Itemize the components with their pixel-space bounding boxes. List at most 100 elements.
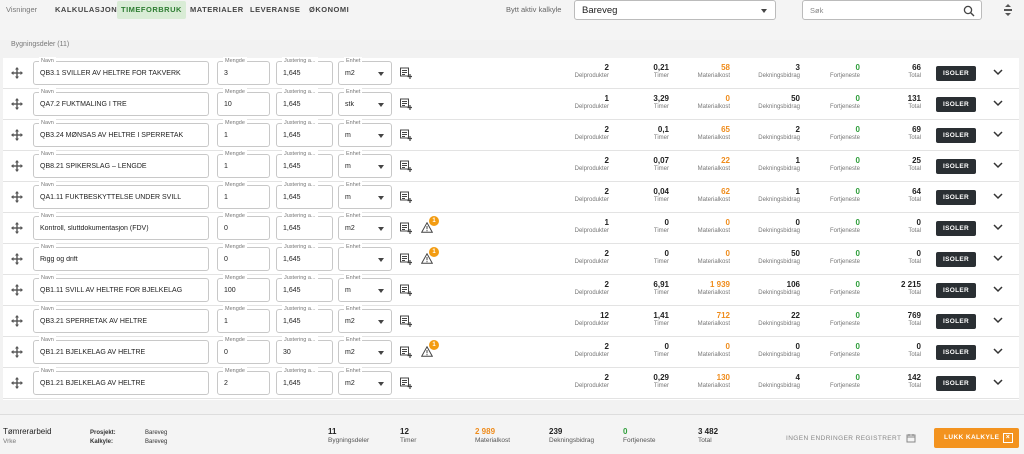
add-note-icon[interactable]: [400, 253, 412, 265]
quantity-field[interactable]: Mengde 0: [217, 336, 270, 364]
warning-icon[interactable]: [421, 253, 433, 264]
add-note-icon[interactable]: [400, 160, 412, 172]
active-calc-select[interactable]: Bareveg: [574, 0, 776, 20]
isolate-button[interactable]: ISOLER: [936, 283, 976, 298]
tab-timeforbruk[interactable]: TIMEFORBRUK: [117, 1, 186, 19]
drag-handle-icon[interactable]: [11, 191, 23, 203]
warning-icon[interactable]: [421, 222, 433, 233]
unit-select[interactable]: Enhet m2: [338, 305, 392, 333]
unit-select[interactable]: Enhet m2: [338, 57, 392, 85]
chevron-down-icon[interactable]: [993, 100, 1003, 107]
adjustment-field[interactable]: Justering a... 1,645: [276, 88, 333, 116]
isolate-button[interactable]: ISOLER: [936, 314, 976, 329]
adjustment-field[interactable]: Justering a... 1,645: [276, 181, 333, 209]
name-field[interactable]: Navn QB3.21 SPERRETAK AV HELTRE: [33, 305, 209, 333]
adjustment-field[interactable]: Justering a... 1,645: [276, 212, 333, 240]
drag-handle-icon[interactable]: [11, 315, 23, 327]
adjustment-field[interactable]: Justering a... 1,645: [276, 243, 333, 271]
chevron-down-icon[interactable]: [993, 69, 1003, 76]
add-note-icon[interactable]: [400, 315, 412, 327]
name-field[interactable]: Navn QB8.21 SPIKERSLAG – LENGDE: [33, 150, 209, 178]
name-field[interactable]: Navn QA7.2 FUKTMÅLING I TRE: [33, 88, 209, 116]
isolate-button[interactable]: ISOLER: [936, 252, 976, 267]
name-field[interactable]: Navn Rigg og drift: [33, 243, 209, 271]
isolate-button[interactable]: ISOLER: [936, 66, 976, 81]
drag-handle-icon[interactable]: [11, 160, 23, 172]
quantity-field[interactable]: Mengde 100: [217, 274, 270, 302]
chevron-down-icon[interactable]: [993, 286, 1003, 293]
add-note-icon[interactable]: [400, 222, 412, 234]
isolate-button[interactable]: ISOLER: [936, 128, 976, 143]
adjustment-field[interactable]: Justering a... 1,645: [276, 305, 333, 333]
isolate-button[interactable]: ISOLER: [936, 190, 976, 205]
name-field[interactable]: Navn QA1.11 FUKTBESKYTTELSE UNDER SVILL: [33, 181, 209, 209]
unit-select[interactable]: Enhet m2: [338, 367, 392, 395]
unit-select[interactable]: Enhet m2: [338, 212, 392, 240]
chevron-down-icon[interactable]: [993, 379, 1003, 386]
warning-icon[interactable]: [421, 346, 433, 357]
drag-handle-icon[interactable]: [11, 377, 23, 389]
name-field[interactable]: Navn QB1.21 BJELKELAG AV HELTRE: [33, 367, 209, 395]
quantity-field[interactable]: Mengde 10: [217, 88, 270, 116]
unit-select[interactable]: Enhet stk: [338, 88, 392, 116]
name-field[interactable]: Navn QB3.24 MØNSÅS AV HELTRE I SPERRETAK: [33, 119, 209, 147]
isolate-button[interactable]: ISOLER: [936, 97, 976, 112]
drag-handle-icon[interactable]: [11, 284, 23, 296]
quantity-field[interactable]: Mengde 0: [217, 212, 270, 240]
close-calculation-button[interactable]: LUKK KALKYLE ×: [934, 428, 1019, 448]
quantity-field[interactable]: Mengde 1: [217, 181, 270, 209]
drag-handle-icon[interactable]: [11, 346, 23, 358]
isolate-button[interactable]: ISOLER: [936, 159, 976, 174]
chevron-down-icon[interactable]: [993, 317, 1003, 324]
adjustment-field[interactable]: Justering a... 1,645: [276, 150, 333, 178]
chevron-down-icon[interactable]: [993, 348, 1003, 355]
unit-select[interactable]: Enhet m2: [338, 336, 392, 364]
quantity-field[interactable]: Mengde 3: [217, 57, 270, 85]
unit-select[interactable]: Enhet m: [338, 150, 392, 178]
isolate-button[interactable]: ISOLER: [936, 345, 976, 360]
drag-handle-icon[interactable]: [11, 67, 23, 79]
add-note-icon[interactable]: [400, 129, 412, 141]
tab-kalkulasjon[interactable]: KALKULASJON: [55, 5, 118, 14]
unit-select[interactable]: Enhet m: [338, 181, 392, 209]
quantity-field[interactable]: Mengde 1: [217, 305, 270, 333]
drag-handle-icon[interactable]: [11, 222, 23, 234]
unit-select[interactable]: Enhet m: [338, 119, 392, 147]
sort-icon[interactable]: [1003, 4, 1013, 16]
drag-handle-icon[interactable]: [11, 98, 23, 110]
unit-select[interactable]: Enhet: [338, 243, 392, 271]
add-note-icon[interactable]: [400, 377, 412, 389]
add-note-icon[interactable]: [400, 98, 412, 110]
unit-select[interactable]: Enhet m: [338, 274, 392, 302]
drag-handle-icon[interactable]: [11, 129, 23, 141]
chevron-down-icon[interactable]: [993, 255, 1003, 262]
add-note-icon[interactable]: [400, 191, 412, 203]
quantity-field[interactable]: Mengde 0: [217, 243, 270, 271]
add-note-icon[interactable]: [400, 346, 412, 358]
name-field[interactable]: Navn QB1.11 SVILL AV HELTRE FOR BJELKELAG: [33, 274, 209, 302]
adjustment-field[interactable]: Justering a... 1,645: [276, 367, 333, 395]
chevron-down-icon[interactable]: [993, 162, 1003, 169]
tab-materialer[interactable]: MATERIALER: [190, 5, 244, 14]
add-note-icon[interactable]: [400, 67, 412, 79]
isolate-button[interactable]: ISOLER: [936, 376, 976, 391]
adjustment-field[interactable]: Justering a... 30: [276, 336, 333, 364]
chevron-down-icon[interactable]: [993, 224, 1003, 231]
name-field[interactable]: Navn Kontroll, sluttdokumentasjon (FDV): [33, 212, 209, 240]
quantity-field[interactable]: Mengde 1: [217, 150, 270, 178]
adjustment-field[interactable]: Justering a... 1,645: [276, 119, 333, 147]
isolate-button[interactable]: ISOLER: [936, 221, 976, 236]
adjustment-field[interactable]: Justering a... 1,645: [276, 274, 333, 302]
tab-leveranse[interactable]: LEVERANSE: [250, 5, 301, 14]
add-note-icon[interactable]: [400, 284, 412, 296]
drag-handle-icon[interactable]: [11, 253, 23, 265]
tab-okonomi[interactable]: ØKONOMI: [309, 5, 350, 14]
name-field[interactable]: Navn QB1.21 BJELKELAG AV HELTRE: [33, 336, 209, 364]
quantity-field[interactable]: Mengde 1: [217, 119, 270, 147]
search-input[interactable]: Søk: [802, 0, 982, 20]
chevron-down-icon[interactable]: [993, 193, 1003, 200]
quantity-field[interactable]: Mengde 2: [217, 367, 270, 395]
chevron-down-icon[interactable]: [993, 131, 1003, 138]
adjustment-field[interactable]: Justering a... 1,645: [276, 57, 333, 85]
name-field[interactable]: Navn QB3.1 SVILLER AV HELTRE FOR TAKVERK: [33, 57, 209, 85]
